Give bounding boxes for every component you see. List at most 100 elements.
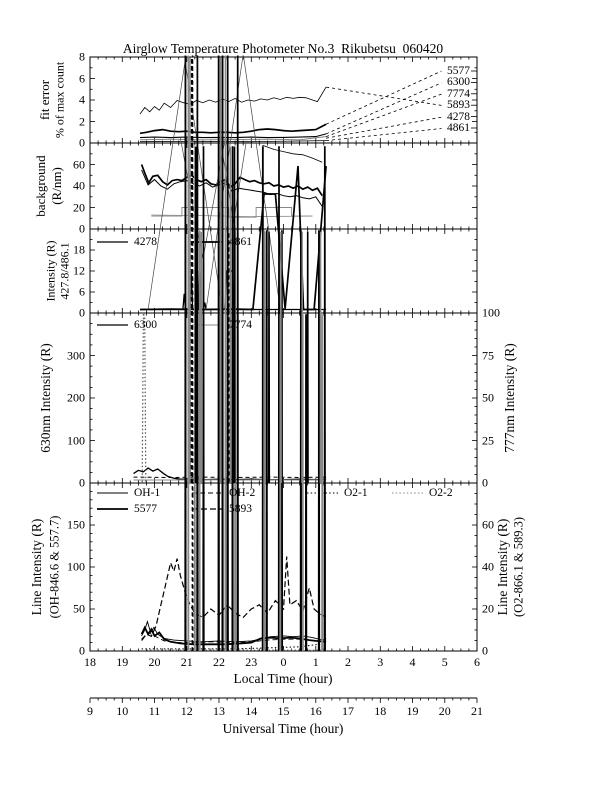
p5-right-ytick-label: 0 [482, 643, 488, 658]
p4-ytick-label: 300 [67, 348, 85, 362]
lt-tick-label: 19 [116, 655, 129, 669]
spike [187, 55, 190, 652]
p5-right-ytick-label: 60 [482, 517, 494, 532]
p2-ylabel-inner: (R/nm) [49, 167, 64, 205]
series-l5577 [140, 625, 327, 646]
lt-tick-label: 18 [84, 655, 96, 669]
spike [226, 55, 229, 652]
legend-label-O2-1: O2-1 [344, 487, 368, 499]
spike [319, 231, 322, 484]
spike [323, 146, 326, 652]
ut-tick-label: 12 [180, 704, 193, 718]
p3-ylabel-inner: 427.8/486.1 [57, 242, 72, 300]
p1-ytick-label: 6 [79, 71, 85, 85]
spike [217, 55, 220, 652]
spike [267, 231, 271, 484]
series-label-5893: 5893 [447, 99, 470, 112]
lt-tick-label: 22 [213, 655, 225, 669]
series-fit-7774 [139, 136, 327, 141]
p3-ytick-label: 6 [79, 284, 85, 299]
spike [263, 231, 266, 484]
ut-tick-label: 21 [471, 704, 483, 718]
spike [304, 314, 308, 652]
series-label-7774: 7774 [447, 87, 470, 100]
spike [224, 55, 227, 652]
p2-ytick-label: 0 [79, 221, 85, 236]
p4-ytick-label: 100 [67, 433, 85, 447]
ut-tick-label: 19 [406, 704, 419, 718]
lt-tick-label: 21 [180, 655, 193, 669]
spike [277, 146, 281, 652]
p4-right-ytick-label: 25 [482, 433, 494, 447]
series-fit-6300 [139, 133, 327, 139]
series-leader-4861 [326, 128, 442, 141]
spike [301, 231, 304, 484]
p4-right-ytick-label: 50 [482, 390, 494, 405]
series-label-4861: 4861 [447, 122, 470, 134]
p1-ylabel-outer: fit error [37, 79, 52, 121]
lt-tick-label: 23 [245, 655, 258, 669]
spike [221, 55, 224, 652]
series-oh2 [141, 631, 327, 644]
series-fit-4278-4861 [139, 140, 327, 143]
series-o2-dotted-spike [141, 312, 147, 483]
p1-ylabel-inner: % of max count [52, 61, 67, 139]
lt-tick-label: 6 [474, 655, 480, 669]
series-leader-5893 [326, 86, 442, 106]
ut-tick-label: 15 [277, 704, 290, 718]
p5-ytick-label: 50 [73, 601, 85, 616]
spike [219, 57, 222, 484]
p2-ytick-label: 20 [73, 200, 85, 214]
p5-right-ytick-label: 40 [482, 559, 494, 574]
series-label-5577: 5577 [447, 65, 470, 77]
spike [229, 146, 232, 484]
spike [279, 231, 282, 484]
p5-ytick-label: 0 [79, 643, 85, 658]
legend-label-5893: 5893 [229, 503, 252, 515]
p4-ytick-label: 0 [79, 475, 85, 490]
ut-tick-label: 14 [245, 704, 258, 718]
ut-tick-label: 16 [309, 704, 322, 718]
p4-ylabel-left: 630nm Intensity (R) [38, 343, 53, 453]
series-label-6300: 6300 [447, 76, 470, 89]
lt-tick-label: 1 [312, 655, 319, 669]
legend-label-4861: 4861 [229, 236, 252, 248]
spike [184, 55, 187, 652]
spike [317, 230, 321, 652]
spike [233, 146, 236, 484]
p2-ylabel-outer: background [33, 155, 48, 217]
series-fit-5577 [139, 123, 327, 135]
legend-label-5577: 5577 [134, 503, 157, 515]
lt-tick-label: 3 [377, 655, 384, 669]
series-leader-5577 [325, 70, 442, 125]
p5-ylabel-right-outer: Line Intensity (R) [495, 518, 510, 616]
p4-right-ytick-label: 0 [482, 475, 488, 490]
ut-tick-label: 11 [148, 704, 161, 718]
spike [190, 57, 193, 484]
p3-ylabel-outer: Intensity (R) [43, 240, 58, 302]
spike [202, 146, 205, 652]
spike [299, 230, 303, 652]
p5-ytick-label: 100 [67, 559, 85, 574]
p5-ytick-label: 150 [67, 517, 85, 532]
p3-ytick-label: 0 [79, 305, 85, 320]
series-leader-7774 [325, 93, 442, 137]
p1-ytick-label: 0 [79, 135, 85, 150]
series-bg-thin-high [262, 144, 323, 163]
ut-tick-label: 10 [116, 704, 129, 718]
ut-tick-label: 18 [374, 704, 387, 718]
spike [196, 55, 199, 652]
series-o2-1 [141, 637, 327, 650]
spike [236, 55, 239, 652]
p5-right-ytick-label: 20 [482, 601, 494, 616]
series-leader-6300 [325, 82, 442, 135]
p2-ytick-label: 40 [73, 178, 85, 193]
p4-frame [89, 312, 478, 484]
ut-tick-label: 17 [342, 704, 354, 718]
spike [194, 146, 197, 484]
p5-ylabel-outer: Line Intensity (R) [29, 518, 44, 616]
spike [189, 57, 191, 484]
p5-ylabel-inner: (OH-846.6 & 557.7) [47, 515, 62, 619]
lt-tick-label: 0 [280, 655, 287, 669]
